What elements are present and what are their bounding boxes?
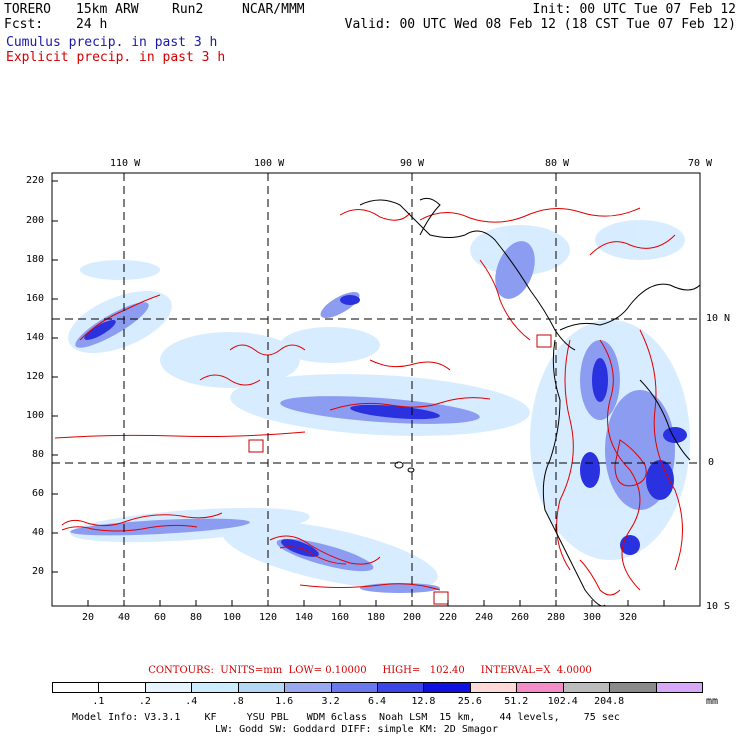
max-markers bbox=[248, 334, 552, 605]
legend-explicit: Explicit precip. in past 3 h bbox=[6, 50, 226, 65]
x-label-60: 60 bbox=[154, 612, 167, 623]
lon-label-100w: 100 W bbox=[254, 158, 285, 169]
colorbar-swatch bbox=[330, 682, 378, 693]
y-label-100: 100 bbox=[26, 410, 45, 421]
colorbar-swatch bbox=[191, 682, 239, 693]
x-label-120: 120 bbox=[259, 612, 278, 623]
forecast-hours: 24 h bbox=[76, 17, 108, 32]
x-label-80: 80 bbox=[190, 612, 203, 623]
colorbar-units: mm bbox=[706, 696, 719, 707]
contours-info: CONTOURS: UNITS=mm LOW= 0.10000 HIGH= 10… bbox=[0, 665, 740, 676]
x-label-140: 140 bbox=[295, 612, 314, 623]
colorbar-swatch bbox=[144, 682, 193, 693]
x-label-220: 220 bbox=[439, 612, 458, 623]
y-label-20: 20 bbox=[32, 566, 45, 577]
lon-label-110w: 110 W bbox=[110, 158, 141, 169]
colorbar-swatch bbox=[52, 682, 100, 693]
x-label-20: 20 bbox=[82, 612, 95, 623]
colorbar-swatch bbox=[562, 682, 611, 693]
y-label-220: 220 bbox=[26, 175, 45, 186]
x-label-240: 240 bbox=[475, 612, 494, 623]
lat-lon-grid bbox=[52, 173, 700, 606]
y-label-60: 60 bbox=[32, 488, 45, 499]
colorbar-label: .2 bbox=[138, 696, 151, 707]
lat-label-10n: 10 N bbox=[706, 313, 731, 324]
physics-info-line: LW: Godd SW: Goddard DIFF: simple KM: 2D… bbox=[215, 724, 498, 735]
x-label-100: 100 bbox=[223, 612, 242, 623]
y-label-160: 160 bbox=[26, 293, 45, 304]
colorbar-label: 1.6 bbox=[275, 696, 294, 707]
colorbar-label: 102.4 bbox=[547, 696, 578, 707]
lon-label-90w: 90 W bbox=[400, 158, 425, 169]
contours-interval: INTERVAL=X 4.0000 bbox=[480, 665, 592, 676]
colorbar-swatch bbox=[469, 682, 518, 693]
colorbar-label: 3.2 bbox=[321, 696, 340, 707]
y-label-200: 200 bbox=[26, 215, 45, 226]
y-label-40: 40 bbox=[32, 527, 45, 538]
colorbar-label: .8 bbox=[231, 696, 244, 707]
contours-low: LOW= 0.10000 bbox=[288, 665, 367, 676]
y-label-80: 80 bbox=[32, 449, 45, 460]
x-label-160: 160 bbox=[331, 612, 350, 623]
colorbar-label: .4 bbox=[185, 696, 198, 707]
colorbar-swatch bbox=[237, 682, 286, 693]
precip-fields bbox=[52, 173, 700, 606]
x-label-320: 320 bbox=[619, 612, 638, 623]
colorbar-label: .1 bbox=[92, 696, 105, 707]
y-label-180: 180 bbox=[26, 254, 45, 265]
x-label-280: 280 bbox=[547, 612, 566, 623]
run-label: Run2 bbox=[172, 2, 204, 17]
model-info-line: Model Info: V3.3.1 KF YSU PBL WDM 6class… bbox=[72, 712, 620, 723]
x-label-200: 200 bbox=[403, 612, 422, 623]
colorbar-swatch bbox=[377, 682, 425, 693]
contours-high: HIGH= 102.40 bbox=[382, 665, 465, 676]
colorbar-swatch bbox=[609, 682, 657, 693]
contours-label: CONTOURS: bbox=[148, 665, 214, 676]
lat-label-10s: 10 S bbox=[706, 601, 731, 612]
colorbar-swatch bbox=[516, 682, 564, 693]
y-label-140: 140 bbox=[26, 332, 45, 343]
valid-time: Valid: 00 UTC Wed 08 Feb 12 (18 CST Tue … bbox=[344, 17, 736, 32]
legend-cumulus: Cumulus precip. in past 3 h bbox=[6, 35, 218, 50]
lat-label-0: 0 bbox=[708, 457, 715, 468]
init-time: Init: 00 UTC Tue 07 Feb 12 bbox=[532, 2, 737, 17]
lon-label-80w: 80 W bbox=[545, 158, 570, 169]
model-name: TORERO bbox=[4, 2, 51, 17]
x-label-180: 180 bbox=[367, 612, 386, 623]
x-label-300: 300 bbox=[583, 612, 602, 623]
colorbar-label: 25.6 bbox=[457, 696, 482, 707]
x-label-260: 260 bbox=[511, 612, 530, 623]
colorbar-label: 51.2 bbox=[504, 696, 529, 707]
lon-label-70w: 70 W bbox=[688, 158, 713, 169]
colorbar-label: 6.4 bbox=[367, 696, 387, 707]
colorbar-label: 12.8 bbox=[411, 696, 436, 707]
axis-ticks bbox=[52, 180, 665, 606]
colorbar-swatch bbox=[655, 682, 703, 693]
colorbar-swatch bbox=[98, 682, 146, 693]
y-label-120: 120 bbox=[26, 371, 45, 382]
forecast-label: Fcst: bbox=[4, 17, 44, 32]
colorbar-label: 204.8 bbox=[594, 696, 625, 707]
contours-units: UNITS=mm bbox=[220, 665, 283, 676]
colorbar-swatch bbox=[423, 682, 471, 693]
model-resolution: 15km ARW bbox=[76, 2, 139, 17]
colorbar-swatch bbox=[284, 682, 332, 693]
organization: NCAR/MMM bbox=[242, 2, 305, 17]
x-label-40: 40 bbox=[118, 612, 131, 623]
